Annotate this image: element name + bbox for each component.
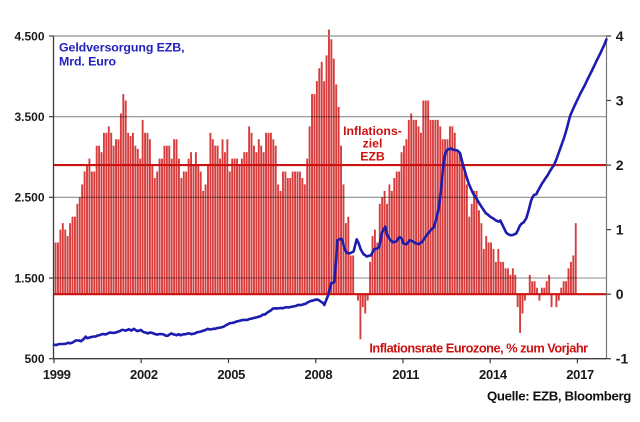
svg-text:500: 500 bbox=[24, 352, 44, 366]
svg-text:3.500: 3.500 bbox=[14, 110, 44, 124]
svg-text:2014: 2014 bbox=[479, 367, 508, 382]
svg-text:2017: 2017 bbox=[566, 367, 594, 382]
svg-text:EZB: EZB bbox=[360, 150, 385, 164]
svg-text:Inflations-: Inflations- bbox=[343, 124, 402, 138]
svg-text:2: 2 bbox=[616, 157, 624, 173]
svg-text:Geldversorgung EZB,: Geldversorgung EZB, bbox=[59, 41, 184, 55]
svg-text:Quelle: EZB, Bloomberg: Quelle: EZB, Bloomberg bbox=[487, 389, 631, 404]
svg-text:2011: 2011 bbox=[392, 367, 419, 382]
svg-text:4.500: 4.500 bbox=[14, 29, 44, 43]
svg-text:2002: 2002 bbox=[130, 367, 158, 382]
svg-text:1: 1 bbox=[616, 221, 624, 237]
svg-text:2005: 2005 bbox=[217, 367, 245, 382]
svg-text:1999: 1999 bbox=[43, 367, 71, 382]
svg-text:2.500: 2.500 bbox=[14, 191, 44, 205]
svg-text:Inflationsrate Eurozone, % zum: Inflationsrate Eurozone, % zum Vorjahr bbox=[369, 341, 588, 356]
svg-text:-1: -1 bbox=[616, 351, 629, 367]
svg-text:Mrd. Euro: Mrd. Euro bbox=[59, 55, 116, 69]
svg-text:3: 3 bbox=[616, 92, 624, 108]
svg-text:0: 0 bbox=[616, 286, 624, 302]
svg-text:2008: 2008 bbox=[305, 367, 333, 382]
svg-text:ziel: ziel bbox=[363, 137, 383, 151]
svg-text:1.500: 1.500 bbox=[14, 271, 44, 285]
svg-text:4: 4 bbox=[616, 28, 624, 44]
